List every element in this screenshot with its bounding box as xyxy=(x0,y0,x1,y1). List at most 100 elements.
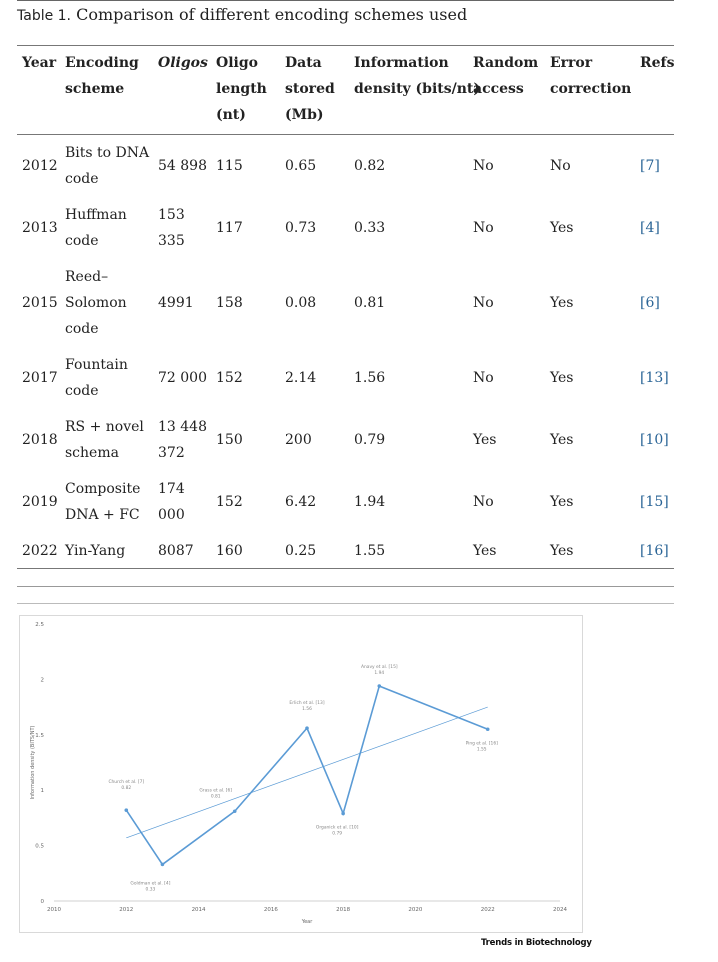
data-point xyxy=(232,809,237,814)
cell-year-line: 2022 xyxy=(22,543,58,559)
header-length: Oligo length (nt) xyxy=(216,50,267,128)
series-line xyxy=(125,684,489,866)
header-data: Data stored (Mb) xyxy=(285,50,335,128)
cell-error: Yes xyxy=(550,290,574,316)
cell-refs[interactable]: [7] xyxy=(640,153,660,179)
density-chart: 2010 2012 2014 2016 2018 2020 2022 2024 0 0.5 1 1.5… xyxy=(30,622,567,925)
cell-oligos: 72 000 xyxy=(158,365,207,391)
cell-refs[interactable]: [4] xyxy=(640,215,660,241)
cell-refs-line: [6] xyxy=(640,295,660,311)
cell-density: 0.81 xyxy=(354,290,385,316)
table-rule xyxy=(17,603,674,604)
trend-line xyxy=(126,706,488,839)
x-tick-label: 2014 xyxy=(192,907,206,913)
cell-length-line: 158 xyxy=(216,295,243,311)
cell-length-line: 160 xyxy=(216,543,243,559)
x-tick-label: 2010 xyxy=(47,907,61,913)
cell-scheme-line: code xyxy=(65,171,99,187)
x-axis-title: Year xyxy=(301,919,314,925)
cell-length: 160 xyxy=(216,538,243,564)
cell-year: 2012 xyxy=(22,153,58,179)
header-data-line: Data xyxy=(285,55,322,71)
cell-error-line: Yes xyxy=(550,220,574,236)
cell-data: 0.65 xyxy=(285,153,316,179)
x-tick-label: 2024 xyxy=(553,907,567,913)
cell-random-line: No xyxy=(473,494,494,510)
data-point xyxy=(341,811,345,816)
cell-density-line: 1.56 xyxy=(354,370,386,386)
cell-density: 1.55 xyxy=(354,538,385,564)
cell-random-line: Yes xyxy=(473,432,497,448)
point-annotation-value: 1.55 xyxy=(477,746,487,752)
cell-oligos-line: 174 xyxy=(158,481,185,497)
y-tick-label: 1.5 xyxy=(35,733,44,739)
cell-oligos: 13 448 372 xyxy=(158,414,207,466)
cell-year-line: 2015 xyxy=(22,295,58,311)
table-caption: Table 1. Comparison of different encodin… xyxy=(17,5,467,24)
cell-oligos: 174 000 xyxy=(158,476,185,528)
cell-year: 2018 xyxy=(22,427,58,453)
cell-random: Yes xyxy=(473,538,497,564)
cell-error-line: Yes xyxy=(550,295,574,311)
cell-length-line: 117 xyxy=(216,220,243,236)
cell-random-line: No xyxy=(473,370,494,386)
cell-refs[interactable]: [16] xyxy=(640,538,669,564)
cell-year-line: 2019 xyxy=(22,494,58,510)
cell-refs-line: [4] xyxy=(640,220,660,236)
cell-refs[interactable]: [15] xyxy=(640,489,669,515)
y-tick-label: 2.5 xyxy=(35,622,44,628)
cell-length: 152 xyxy=(216,489,243,515)
header-length-line: length xyxy=(216,81,267,97)
table-rule xyxy=(17,134,674,135)
cell-year-line: 2013 xyxy=(22,220,58,236)
header-scheme-line: scheme xyxy=(65,81,125,97)
cell-oligos-line: 54 898 xyxy=(158,158,207,174)
cell-scheme: Yin-Yang xyxy=(65,538,125,564)
cell-length-line: 152 xyxy=(216,370,243,386)
cell-scheme-line: code xyxy=(65,233,99,249)
cell-data: 0.73 xyxy=(285,215,316,241)
cell-oligos: 4991 xyxy=(158,290,194,316)
cell-error: Yes xyxy=(550,489,574,515)
cell-random-line: No xyxy=(473,220,494,236)
cell-refs[interactable]: [10] xyxy=(640,427,669,453)
cell-scheme-line: DNA + FC xyxy=(65,507,140,523)
point-annotation-name: Goldman et al. [4] xyxy=(130,880,170,886)
cell-scheme-line: Bits to DNA xyxy=(65,145,150,161)
cell-data-line: 200 xyxy=(285,432,312,448)
cell-data: 0.08 xyxy=(285,290,316,316)
cell-density: 0.79 xyxy=(354,427,385,453)
cell-random-line: Yes xyxy=(473,543,497,559)
cell-scheme-line: code xyxy=(65,383,99,399)
cell-refs[interactable]: [6] xyxy=(640,290,660,316)
cell-scheme: Bits to DNA code xyxy=(65,140,149,192)
header-scheme-line: Encoding xyxy=(65,55,139,71)
x-tick-label: 2012 xyxy=(119,907,133,913)
cell-year-line: 2017 xyxy=(22,370,58,386)
header-refs-line: Refs xyxy=(640,55,675,71)
cell-length-line: 152 xyxy=(216,494,243,510)
cell-error-line: Yes xyxy=(550,432,574,448)
data-point xyxy=(124,808,129,812)
cell-year: 2017 xyxy=(22,365,58,391)
cell-data: 200 xyxy=(285,427,312,453)
header-density: Information density (bits/nt) xyxy=(354,50,480,102)
cell-data-line: 0.08 xyxy=(285,295,317,311)
journal-brand: Trends in Biotechnology xyxy=(481,938,592,948)
cell-length: 150 xyxy=(216,427,243,453)
cell-oligos-line: 000 xyxy=(158,507,185,523)
point-annotation-name: Anavy et al. [15] xyxy=(361,664,398,670)
header-error-line: correction xyxy=(550,81,632,97)
cell-error-line: Yes xyxy=(550,543,574,559)
point-annotation-value: 1.56 xyxy=(302,706,312,712)
cell-oligos: 54 898 xyxy=(158,153,207,179)
header-length-line: (nt) xyxy=(216,107,246,123)
caption-text: Comparison of different encoding schemes… xyxy=(76,5,468,24)
cell-error: Yes xyxy=(550,215,574,241)
x-tick-label: 2016 xyxy=(264,907,278,913)
cell-oligos-line: 4991 xyxy=(158,295,194,311)
cell-data-line: 0.65 xyxy=(285,158,317,174)
cell-refs[interactable]: [13] xyxy=(640,365,669,391)
cell-length-line: 115 xyxy=(216,158,243,174)
cell-scheme-line: schema xyxy=(65,445,119,461)
